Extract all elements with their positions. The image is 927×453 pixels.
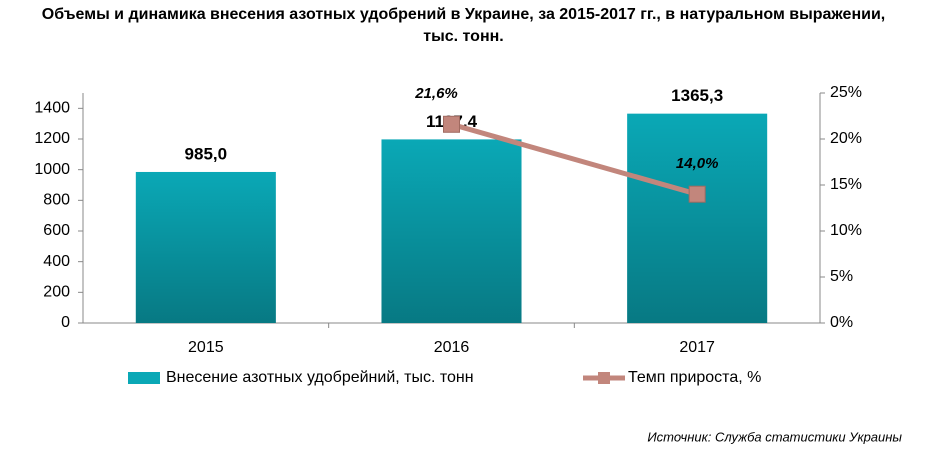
legend-label: Внесение азотных удобрейний, тыс. тонн xyxy=(166,369,474,386)
bar-value-label: 985,0 xyxy=(185,144,228,163)
bar-shade xyxy=(627,113,768,324)
x-tick-label: 2016 xyxy=(434,339,470,356)
y-tick-label: 1400 xyxy=(34,100,70,117)
y-tick-label: 800 xyxy=(43,192,70,209)
chart-title: Объемы и динамика внесения азотных удобр… xyxy=(41,6,886,45)
y-tick-label: 200 xyxy=(43,284,70,301)
y-tick-label: 0 xyxy=(61,314,70,331)
x-tick-label: 2015 xyxy=(188,339,224,356)
y2-tick-label: 25% xyxy=(830,84,862,101)
bar-value-label: 1365,3 xyxy=(671,86,723,105)
line-marker xyxy=(688,185,706,203)
legend-swatch xyxy=(128,372,160,384)
line-value-label: 21,6% xyxy=(414,85,458,102)
source: Источник: Служба статистики Украины xyxy=(647,429,902,444)
bar-shade xyxy=(135,171,276,323)
legend-swatch-marker xyxy=(598,372,610,384)
y2-tick-label: 10% xyxy=(830,222,862,239)
y2-tick-label: 15% xyxy=(830,176,862,193)
x-tick-label: 2017 xyxy=(679,339,715,356)
legend-label: Темп прироста, % xyxy=(628,369,761,386)
y-tick-label: 400 xyxy=(43,253,70,270)
line xyxy=(450,121,698,197)
y-tick-label: 1200 xyxy=(34,130,70,147)
bar-shade xyxy=(381,139,522,323)
y-tick-label: 1000 xyxy=(34,161,70,178)
y2-tick-label: 5% xyxy=(830,268,853,285)
y2-tick-label: 20% xyxy=(830,130,862,147)
y2-tick-label: 0% xyxy=(830,314,853,331)
line-marker xyxy=(443,115,460,133)
line-value-label: 14,0% xyxy=(676,155,719,172)
y-tick-label: 600 xyxy=(43,222,70,239)
